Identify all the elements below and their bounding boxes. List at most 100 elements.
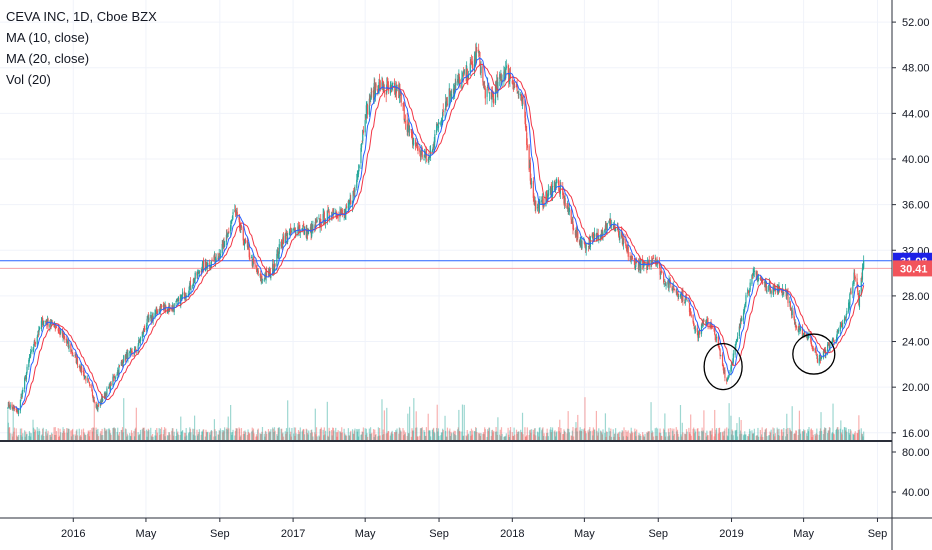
- volume-bar: [125, 429, 127, 441]
- candle-body: [702, 323, 704, 325]
- volume-bar: [774, 433, 776, 441]
- volume-bar: [308, 430, 310, 441]
- volume-bar: [627, 430, 629, 441]
- volume-bar: [614, 433, 616, 441]
- candle-body: [26, 366, 28, 373]
- volume-bar: [623, 427, 625, 441]
- volume-bar: [798, 410, 800, 441]
- candle-body: [652, 258, 654, 260]
- candle-body: [798, 326, 800, 329]
- volume-bar: [572, 436, 575, 441]
- candle-body: [16, 409, 19, 411]
- candle-body: [697, 332, 699, 338]
- candle-body: [744, 305, 746, 310]
- horizontal-lines[interactable]: [0, 260, 892, 269]
- candle-body: [68, 345, 70, 348]
- volume-bar: [184, 436, 186, 441]
- volume-bar: [219, 428, 222, 441]
- volume-bar: [341, 432, 343, 441]
- volume-bar: [810, 428, 813, 441]
- volume-bar: [45, 429, 47, 441]
- candle-body: [659, 265, 661, 275]
- candle-body: [104, 393, 106, 397]
- candle-body: [158, 309, 160, 313]
- candle-body: [230, 225, 232, 232]
- candle-body: [293, 228, 295, 230]
- volume-bar: [322, 429, 324, 441]
- candle-body: [448, 88, 450, 108]
- volume-bar: [375, 434, 377, 441]
- candle-body: [289, 228, 291, 234]
- ma20-legend-item[interactable]: MA (20, close): [6, 51, 90, 66]
- candle-body: [177, 299, 179, 301]
- candle-body: [828, 345, 831, 349]
- volume-bar: [260, 433, 262, 441]
- volume-bar: [696, 428, 698, 441]
- ma10-legend-item[interactable]: MA (10, close): [6, 30, 90, 45]
- candle-body: [597, 234, 599, 240]
- volume-bar: [345, 434, 347, 441]
- volume-bar: [91, 431, 94, 441]
- volume-bar: [309, 433, 312, 441]
- candle-body: [16, 409, 18, 411]
- candle-body: [739, 319, 742, 326]
- candle-body: [186, 295, 188, 297]
- volume-bar: [526, 427, 528, 441]
- volume-bar: [248, 431, 250, 441]
- volume-legend-item[interactable]: Vol (20): [6, 72, 51, 87]
- volume-bar: [53, 427, 55, 441]
- volume-bar: [505, 435, 507, 441]
- price-axis[interactable]: 52.0048.0044.0040.0036.0032.0028.0024.00…: [892, 17, 930, 440]
- candle-body: [247, 246, 249, 248]
- volume-bar: [135, 407, 137, 441]
- candle-body: [723, 367, 725, 374]
- volume-bar: [46, 433, 49, 441]
- volume-bar: [403, 435, 405, 441]
- candle-body: [226, 234, 228, 235]
- candle-body: [606, 223, 608, 230]
- volume-bar: [267, 429, 270, 441]
- candle-body: [584, 242, 586, 247]
- time-axis[interactable]: 2016 May Sep 2017 May Sep 2018 May Sep 2019 May Sep: [61, 518, 887, 540]
- candle-body: [196, 272, 198, 276]
- candle-body: [592, 233, 594, 237]
- candle-body: [239, 219, 241, 229]
- volume-bar: [619, 431, 621, 441]
- volume-bar: [647, 431, 649, 441]
- volume-bar: [236, 428, 238, 441]
- volume-bar: [854, 431, 856, 441]
- volume-bar: [778, 428, 780, 441]
- volume-bar: [269, 431, 271, 441]
- candle-body: [585, 242, 587, 251]
- candle-body: [59, 332, 61, 335]
- candle-body: [24, 378, 26, 390]
- candle-body: [215, 258, 217, 264]
- candle-body: [210, 264, 212, 268]
- candle-body: [61, 329, 64, 337]
- volume-bar: [80, 436, 82, 441]
- volume-bar: [676, 431, 678, 441]
- candle-body: [278, 244, 280, 254]
- candle-body: [618, 236, 620, 238]
- volume-bar: [307, 434, 309, 441]
- volume-bar: [596, 435, 599, 441]
- drawn-annotations[interactable]: [703, 333, 836, 391]
- candle-body: [269, 268, 271, 278]
- candle-body: [734, 348, 736, 355]
- volume-bar: [724, 428, 726, 441]
- symbol-title[interactable]: CEVA INC, 1D, Cboe BZX: [6, 9, 157, 24]
- volume-bar: [577, 414, 579, 441]
- candle-body: [581, 241, 583, 249]
- candle-body: [469, 63, 471, 72]
- volume-bar: [518, 431, 520, 441]
- volume-bar: [488, 427, 490, 441]
- volume-bar: [714, 433, 716, 441]
- candle-body: [168, 305, 170, 312]
- candle-body: [730, 367, 732, 373]
- volume-bar: [92, 427, 94, 441]
- candle-body: [213, 253, 216, 260]
- candle-body: [34, 342, 37, 344]
- volume-bar: [196, 429, 198, 441]
